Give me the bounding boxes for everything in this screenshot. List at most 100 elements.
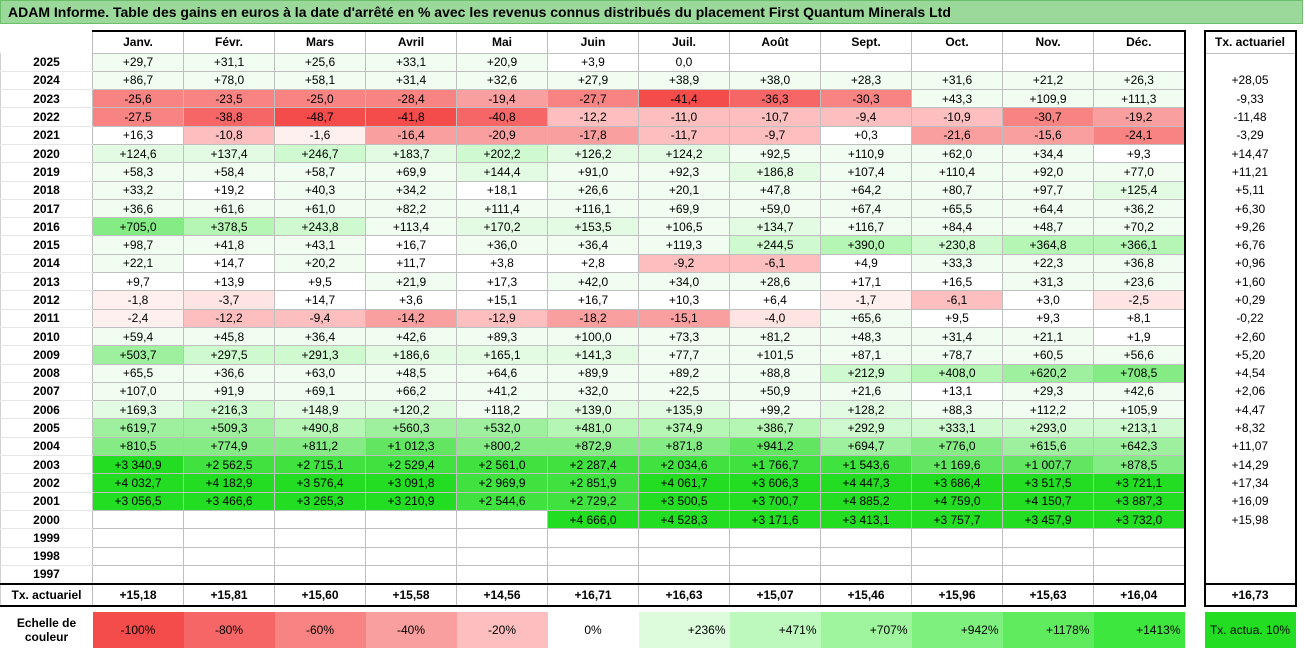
- gain-cell: +374,9: [638, 418, 730, 438]
- footer-total: +16,73: [1203, 582, 1297, 607]
- gain-cell: +32,6: [456, 70, 548, 91]
- gain-cell: +92,0: [1002, 162, 1094, 182]
- gain-cell: +705,0: [92, 217, 184, 237]
- tx-actuariel-cell: +0,96: [1203, 254, 1297, 273]
- gain-cell: +31,1: [183, 52, 275, 72]
- year-label: 2024: [0, 71, 93, 91]
- footer-value: +15,18: [92, 582, 184, 607]
- gain-cell: [729, 52, 821, 72]
- year-label: 2017: [0, 199, 93, 219]
- gain-cell: +22,1: [92, 253, 184, 274]
- month-header: Mars: [274, 30, 366, 54]
- gain-cell: -25,0: [274, 89, 366, 109]
- column-gap: [1185, 346, 1205, 364]
- gain-cell: +31,4: [911, 326, 1003, 347]
- gain-cell: +19,2: [183, 180, 275, 200]
- footer-value: +14,56: [456, 582, 548, 607]
- gain-cell: +3 732,0: [1093, 509, 1186, 530]
- column-gap: [1185, 273, 1205, 291]
- gain-cell: +620,2: [1002, 363, 1094, 383]
- gain-cell: +58,3: [92, 162, 184, 182]
- year-label: 2022: [0, 107, 93, 127]
- gain-cell: +212,9: [820, 363, 912, 383]
- year-label: 2009: [0, 345, 93, 365]
- gain-cell: +80,7: [911, 180, 1003, 200]
- column-gap: [1185, 218, 1205, 236]
- gain-cell: [911, 546, 1003, 566]
- gain-cell: +59,4: [92, 326, 184, 347]
- gain-cell: +78,0: [183, 70, 275, 91]
- gain-cell: +490,8: [274, 418, 366, 438]
- month-header: Mai: [456, 30, 548, 54]
- gain-cell: +89,3: [456, 326, 548, 347]
- gain-cell: +36,6: [92, 198, 184, 219]
- gain-cell: +148,9: [274, 400, 366, 420]
- year-row: 2011 -2,4 -12,2 -9,4 -14,2 -12,9 -18,2 -15,1 -4,…: [0, 308, 1297, 328]
- gain-cell: -27,7: [547, 89, 639, 109]
- tx-actuariel-cell: +11,07: [1203, 437, 1297, 456]
- year-row: 2020 +124,6 +137,4 +246,7 +183,7 +202,2 +126,2…: [0, 143, 1297, 164]
- column-gap: [1185, 565, 1205, 583]
- gain-cell: +3 757,7: [911, 509, 1003, 530]
- footer-value: +16,71: [547, 582, 639, 607]
- gain-cell: +100,0: [547, 326, 639, 347]
- gain-cell: +77,0: [1093, 162, 1186, 182]
- gain-cell: +3 466,6: [183, 491, 275, 511]
- gain-cell: -4,0: [729, 308, 821, 328]
- gain-cell: +3 457,9: [1002, 509, 1094, 530]
- gain-cell: +169,3: [92, 400, 184, 420]
- gain-cell: +107,4: [820, 162, 912, 182]
- tx-actuariel-cell: +14,29: [1203, 455, 1297, 474]
- year-label: 2020: [0, 144, 93, 164]
- year-label: 2019: [0, 162, 93, 182]
- gain-cell: +36,2: [1093, 198, 1186, 219]
- gain-cell: +22,3: [1002, 253, 1094, 274]
- year-label: 1998: [0, 547, 93, 566]
- footer-value: +15,07: [729, 582, 821, 607]
- gain-cell: +134,7: [729, 217, 821, 237]
- gain-cell: +43,1: [274, 235, 366, 255]
- year-row: 2021 +16,3 -10,8 -1,6 -16,4 -20,9 -17,8 -11,7 -9…: [0, 125, 1297, 145]
- gain-cell: +560,3: [365, 418, 457, 438]
- gain-cell: +116,7: [820, 217, 912, 237]
- scale-swatch: +707%: [820, 611, 912, 648]
- gain-cell: 0,0: [638, 52, 730, 72]
- gain-cell: -12,2: [547, 107, 639, 127]
- gain-cell: +183,7: [365, 143, 457, 164]
- gain-cell: +124,2: [638, 143, 730, 164]
- gain-cell: +78,7: [911, 345, 1003, 365]
- gain-cell: -1,8: [92, 290, 184, 310]
- tx-actuariel-cell: +0,29: [1203, 290, 1297, 310]
- gain-cell: +89,9: [547, 363, 639, 383]
- gain-cell: +0,3: [820, 125, 912, 145]
- gain-cell: +110,9: [820, 143, 912, 164]
- gain-cell: +941,2: [729, 436, 821, 457]
- gain-cell: +58,7: [274, 162, 366, 182]
- column-gap: [1185, 71, 1205, 89]
- gain-cell: +3 517,5: [1002, 473, 1094, 493]
- gain-cell: -10,9: [911, 107, 1003, 127]
- gain-cell: -10,8: [183, 125, 275, 145]
- scale-swatch: -20%: [456, 611, 548, 648]
- gain-cell: +42,0: [547, 272, 639, 292]
- year-label: 1999: [0, 528, 93, 548]
- gain-cell: +3 887,3: [1093, 491, 1186, 511]
- gain-cell: -12,2: [183, 308, 275, 328]
- column-gap: [1185, 510, 1205, 528]
- gain-cell: +3 171,6: [729, 509, 821, 530]
- gain-cell: +17,3: [456, 272, 548, 292]
- gain-cell: [1093, 52, 1186, 72]
- gain-cell: -30,7: [1002, 107, 1094, 127]
- year-row: 2022 -27,5 -38,8 -48,7 -41,8 -40,8 -12,2 -11,0-…: [0, 107, 1297, 127]
- gain-cell: +14,7: [183, 253, 275, 274]
- year-row: 2018 +33,2 +19,2 +40,3 +34,2 +18,1 +26,6 +20,1 +…: [0, 180, 1297, 200]
- gain-cell: +3 413,1: [820, 509, 912, 530]
- column-gap: [1185, 236, 1205, 254]
- gain-cell: +89,2: [638, 363, 730, 383]
- gain-cell: +3 500,5: [638, 491, 730, 511]
- gain-cell: +27,9: [547, 70, 639, 91]
- column-gap: [1185, 163, 1205, 181]
- gain-cell: +59,0: [729, 198, 821, 219]
- gain-cell: +800,2: [456, 436, 548, 457]
- gain-cell: [183, 509, 275, 530]
